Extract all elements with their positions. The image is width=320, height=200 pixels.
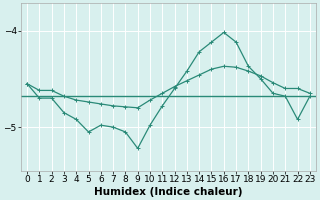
X-axis label: Humidex (Indice chaleur): Humidex (Indice chaleur) (94, 187, 243, 197)
